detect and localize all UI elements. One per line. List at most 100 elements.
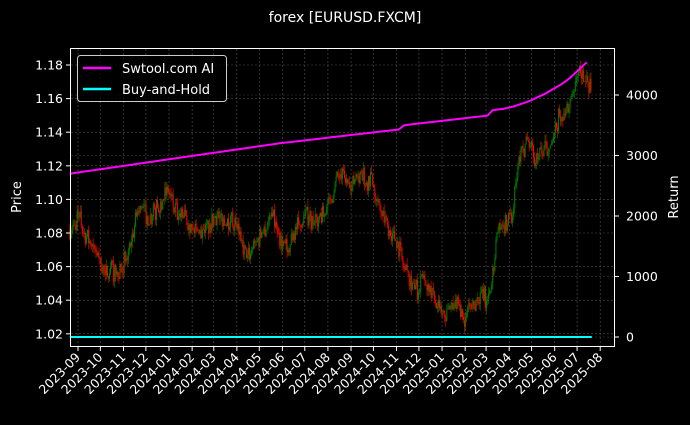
candle-body bbox=[120, 263, 122, 267]
candle-body bbox=[89, 241, 91, 243]
y-axis-left: 1.02 1.04 1.06 1.08 1.10 1.12 1.14 1.16 1.18 bbox=[35, 58, 70, 341]
candle-body bbox=[241, 240, 243, 242]
candle-body bbox=[240, 231, 242, 242]
candle-body bbox=[330, 199, 332, 201]
candle-body bbox=[149, 214, 151, 225]
candle-body bbox=[552, 136, 554, 142]
candle-body bbox=[94, 248, 96, 250]
candle-body bbox=[384, 216, 386, 223]
candle-body bbox=[341, 168, 343, 179]
y-tick-label: 1.06 bbox=[35, 259, 63, 274]
candle-body bbox=[544, 140, 546, 149]
candle-body bbox=[191, 223, 193, 228]
candle-body bbox=[183, 216, 185, 218]
candle-body bbox=[216, 213, 218, 226]
candle-body bbox=[189, 224, 191, 233]
candle-body bbox=[508, 213, 510, 214]
candle-body bbox=[367, 176, 369, 191]
candle-body bbox=[254, 240, 256, 243]
candle-body bbox=[212, 213, 214, 226]
candle-body bbox=[528, 140, 530, 148]
candle-body bbox=[98, 253, 100, 259]
candle-body bbox=[305, 209, 307, 214]
candle-body bbox=[366, 182, 368, 191]
candle-body bbox=[395, 238, 397, 241]
candle-body bbox=[539, 148, 541, 158]
candle-body bbox=[309, 211, 311, 217]
candle-body bbox=[429, 285, 431, 292]
candle-body bbox=[472, 300, 474, 309]
candle-body bbox=[431, 287, 433, 298]
candle-body bbox=[504, 215, 506, 234]
candle-body bbox=[231, 211, 233, 217]
candle-body bbox=[573, 91, 575, 92]
candle-body bbox=[360, 171, 362, 175]
candle-body bbox=[427, 283, 429, 291]
candle-body bbox=[111, 260, 113, 267]
candle-body bbox=[100, 258, 102, 271]
lines bbox=[69, 61, 592, 338]
candle-body bbox=[370, 172, 372, 186]
candle-body bbox=[129, 243, 131, 247]
candle-body bbox=[147, 216, 149, 226]
candle-body bbox=[268, 215, 270, 221]
candle-body bbox=[332, 198, 334, 203]
candle-body bbox=[550, 143, 552, 146]
candle-body bbox=[467, 307, 469, 314]
candle-body bbox=[371, 172, 373, 175]
candle-body bbox=[87, 229, 89, 237]
candle-body bbox=[580, 66, 582, 74]
candle-body bbox=[340, 174, 342, 179]
candle-body bbox=[337, 171, 339, 177]
candle-body bbox=[465, 317, 467, 327]
candle-body bbox=[525, 136, 527, 144]
candle-body bbox=[346, 178, 348, 183]
y-tick-label: 1.16 bbox=[35, 91, 63, 106]
candle-body bbox=[324, 216, 326, 217]
y-tick-label: 1.12 bbox=[35, 158, 63, 173]
candle-body bbox=[271, 213, 273, 217]
candle-body bbox=[418, 291, 420, 300]
candle-body bbox=[423, 275, 425, 279]
candle-body bbox=[213, 216, 215, 226]
candle-body bbox=[381, 214, 383, 217]
candle-body bbox=[359, 171, 361, 184]
candle-body bbox=[518, 156, 520, 166]
candle-body bbox=[566, 103, 568, 108]
candle-body bbox=[261, 233, 263, 238]
candle-body bbox=[354, 179, 356, 184]
candle-body bbox=[102, 265, 104, 274]
candle-body bbox=[517, 165, 519, 178]
candle-body bbox=[393, 231, 395, 233]
candle-body bbox=[281, 235, 283, 249]
candle-body bbox=[97, 253, 99, 256]
candle-body bbox=[295, 226, 297, 230]
candle-body bbox=[385, 216, 387, 218]
candle-body bbox=[386, 217, 388, 225]
candle-body bbox=[246, 254, 248, 259]
candle-body bbox=[553, 132, 555, 137]
candle-body bbox=[491, 283, 493, 291]
candle-body bbox=[404, 267, 406, 270]
candle-body bbox=[296, 217, 298, 230]
candle-body bbox=[101, 270, 103, 274]
candle-body bbox=[434, 300, 436, 303]
candle-body bbox=[199, 230, 201, 233]
candle-body bbox=[290, 234, 292, 245]
candle-body bbox=[99, 258, 101, 259]
candle-body bbox=[570, 96, 572, 99]
candle-body bbox=[430, 285, 432, 298]
candle-body bbox=[349, 182, 351, 189]
candle-body bbox=[163, 199, 165, 200]
candle-body bbox=[482, 288, 484, 301]
candle-body bbox=[468, 303, 470, 308]
candle-body bbox=[343, 170, 345, 178]
candle-body bbox=[244, 245, 246, 249]
candle-body bbox=[383, 210, 385, 223]
candle-body bbox=[301, 225, 303, 228]
candle-body bbox=[264, 226, 266, 237]
candle-body bbox=[172, 194, 174, 208]
candle-body bbox=[501, 224, 503, 227]
candle-body bbox=[409, 276, 411, 286]
